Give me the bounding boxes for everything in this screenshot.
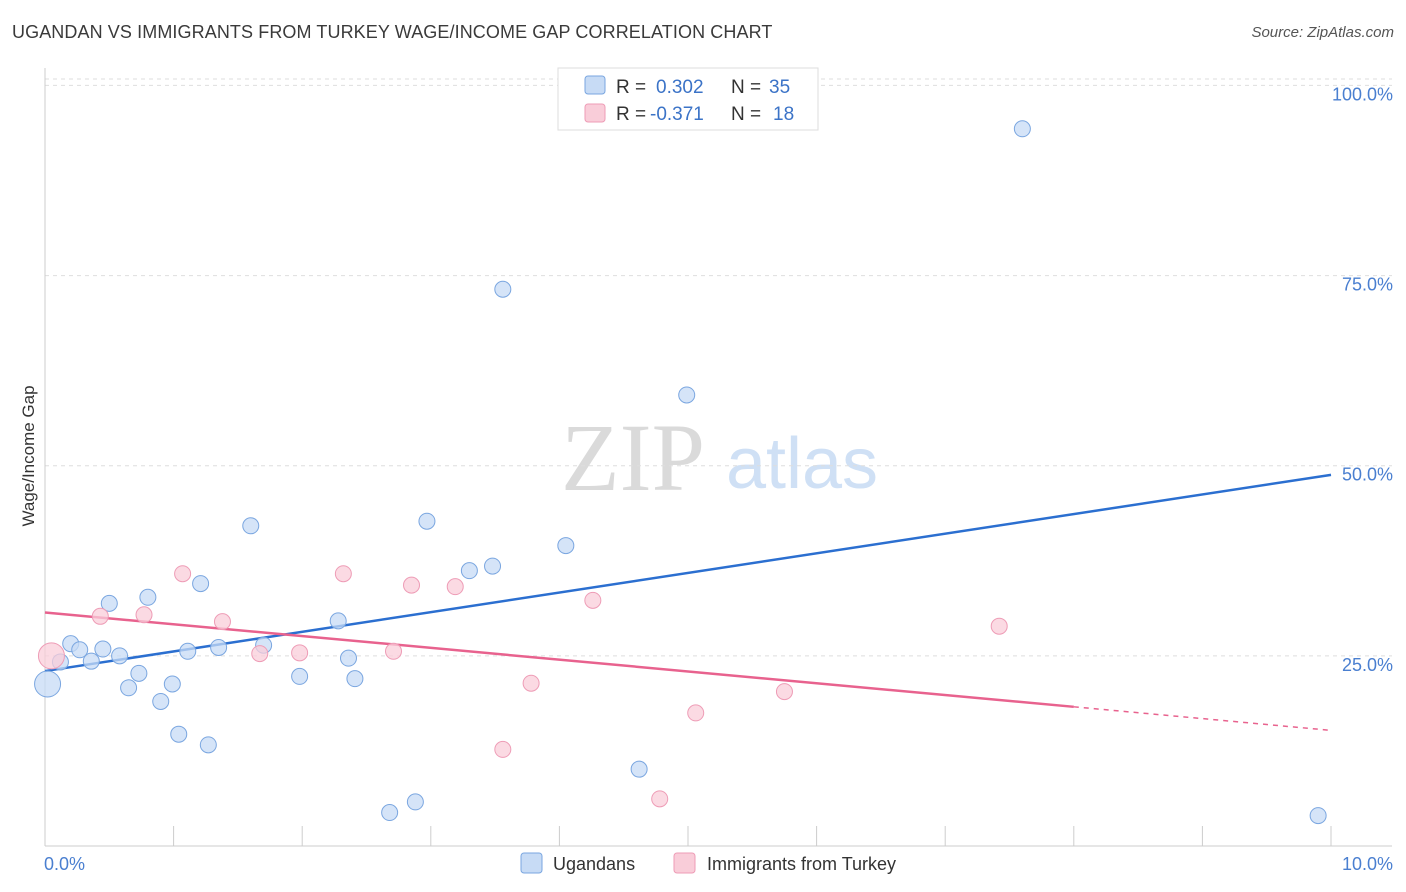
trend-lines: [44, 473, 1332, 732]
point-ugandans: [210, 638, 228, 656]
y-tick-label: 75.0%: [1342, 275, 1393, 295]
point-turkey: [775, 683, 793, 701]
y-axis-title: Wage/Income Gap: [19, 385, 38, 526]
y-tick-label: 25.0%: [1342, 655, 1393, 675]
point-ugandans: [192, 575, 210, 593]
point-ugandans: [418, 512, 436, 530]
point-turkey: [584, 591, 602, 609]
stats-swatch-ugandans: [584, 75, 606, 95]
point-turkey: [291, 644, 309, 662]
stats-n-label-turkey: N =: [731, 104, 761, 125]
point-turkey: [135, 606, 153, 624]
point-ugandans: [199, 736, 217, 754]
y-tick-label: 100.0%: [1332, 84, 1393, 104]
point-ugandans: [111, 647, 129, 665]
point-ugandans: [179, 642, 197, 660]
watermark-atlas: atlas: [726, 424, 878, 504]
chart-title: UGANDAN VS IMMIGRANTS FROM TURKEY WAGE/I…: [12, 22, 773, 42]
point-ugandans: [291, 667, 309, 685]
legend-label-ugandans: Ugandans: [553, 854, 635, 874]
point-ugandans: [94, 640, 112, 658]
point-ugandans: [139, 588, 157, 606]
legend: Ugandans Immigrants from Turkey: [520, 852, 896, 874]
point-ugandans: [1013, 120, 1031, 138]
point-turkey: [37, 642, 65, 670]
point-ugandans: [339, 649, 357, 667]
point-ugandans: [557, 537, 575, 555]
point-turkey: [251, 645, 269, 663]
point-turkey: [687, 704, 705, 722]
point-ugandans: [82, 652, 100, 670]
point-turkey: [91, 607, 109, 625]
x-tick-label-max: 10.0%: [1342, 854, 1393, 874]
point-ugandans: [120, 679, 138, 697]
axes: 25.0% 50.0% 75.0% 100.0% 0.0% 10.0%: [44, 68, 1393, 874]
stats-n-label-ugandans: N =: [731, 77, 761, 98]
point-turkey: [494, 740, 512, 758]
stats-box: R = 0.302 N = 35 R = -0.371 N = 18: [557, 67, 819, 131]
stats-r-value-ugandans: 0.302: [656, 77, 704, 98]
point-ugandans: [484, 557, 502, 575]
source-label: Source: ZipAtlas.com: [1251, 24, 1394, 41]
point-turkey: [174, 565, 192, 583]
point-turkey: [522, 674, 540, 692]
x-tick-label-min: 0.0%: [44, 854, 85, 874]
legend-swatch-ugandans: [520, 852, 543, 874]
stats-swatch-turkey: [584, 103, 606, 123]
legend-label-turkey: Immigrants from Turkey: [707, 854, 896, 874]
point-turkey: [385, 642, 403, 660]
point-turkey: [990, 617, 1008, 635]
point-ugandans: [130, 664, 148, 682]
y-tick-label: 50.0%: [1342, 465, 1393, 485]
point-ugandans: [34, 670, 62, 698]
watermark-zip: ZIP: [561, 404, 705, 511]
point-ugandans: [71, 641, 89, 659]
point-ugandans: [630, 760, 648, 778]
point-ugandans: [1309, 807, 1327, 825]
point-ugandans: [100, 594, 118, 612]
point-ugandans: [460, 562, 478, 580]
data-points: [34, 120, 1327, 825]
point-ugandans: [494, 280, 512, 298]
trend-line-turkey-extension: [1073, 706, 1332, 732]
stats-n-value-ugandans: 35: [769, 77, 790, 98]
stats-r-value-turkey: -0.371: [650, 104, 704, 125]
stats-r-label-ugandans: R =: [616, 77, 646, 98]
point-turkey: [651, 790, 669, 808]
trend-line-turkey: [44, 611, 1074, 709]
legend-swatch-turkey: [673, 852, 696, 874]
point-ugandans: [163, 675, 181, 693]
point-turkey: [213, 613, 231, 631]
point-turkey: [446, 578, 464, 596]
point-turkey: [334, 565, 352, 583]
point-ugandans: [242, 517, 260, 535]
stats-n-value-turkey: 18: [773, 104, 794, 125]
point-ugandans: [346, 670, 364, 688]
point-ugandans: [152, 692, 170, 710]
point-ugandans: [678, 386, 696, 404]
stats-r-label-turkey: R =: [616, 104, 646, 125]
point-ugandans: [381, 804, 399, 822]
point-ugandans: [170, 725, 188, 743]
point-ugandans: [406, 793, 424, 811]
point-ugandans: [329, 612, 347, 630]
point-turkey: [403, 576, 421, 594]
